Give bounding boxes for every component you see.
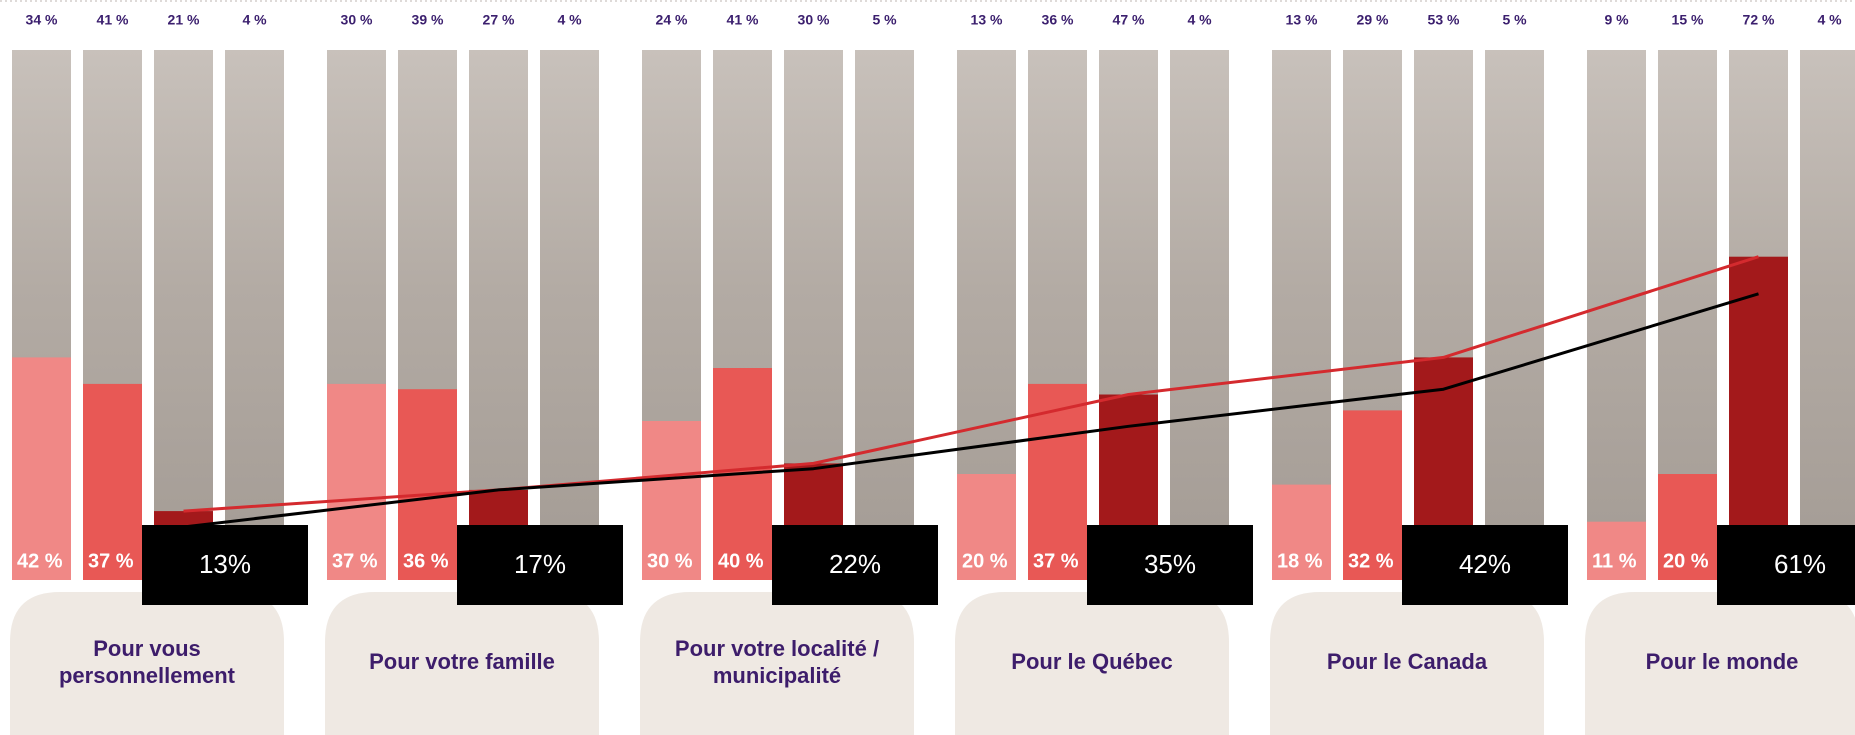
top-value-label: 29 % xyxy=(1357,12,1389,28)
category-box: Pour votre famille xyxy=(335,602,589,722)
category-box: Pour vous personnellement xyxy=(20,602,274,722)
top-value-label: 5 % xyxy=(872,12,897,28)
labels-layer: Pour vous personnellement 34 % 42 % 41 % 37 … xyxy=(17,12,1849,722)
value-label: 20 % xyxy=(1663,550,1709,572)
top-value-label: 13 % xyxy=(1286,12,1318,28)
top-value-label: 4 % xyxy=(557,12,582,28)
top-value-label: 72 % xyxy=(1743,12,1775,28)
category-label: Pour votre localité / municipalité xyxy=(650,602,904,722)
value-label: 36 % xyxy=(403,550,449,572)
top-value-label: 4 % xyxy=(242,12,267,28)
value-label: 37 % xyxy=(1033,550,1079,572)
category-box: Pour votre localité / municipalité xyxy=(650,602,904,722)
value-label: 37 % xyxy=(332,550,378,572)
top-value-label: 24 % xyxy=(656,12,688,28)
value-label: 40 % xyxy=(718,550,764,572)
value-label: 61% xyxy=(1774,549,1826,579)
top-value-label: 4 % xyxy=(1817,12,1842,28)
top-value-label: 27 % xyxy=(483,12,515,28)
background-bar xyxy=(154,50,213,580)
background-bar xyxy=(540,50,599,580)
value-label: 37 % xyxy=(88,550,134,572)
background-bar xyxy=(855,50,914,580)
category-box: Pour le Québec xyxy=(965,602,1219,722)
category-box: Pour le Canada xyxy=(1280,602,1534,722)
top-value-label: 53 % xyxy=(1428,12,1460,28)
top-value-label: 47 % xyxy=(1113,12,1145,28)
category-label: Pour vous personnellement xyxy=(20,602,274,722)
value-label: 32 % xyxy=(1348,550,1394,572)
top-value-label: 5 % xyxy=(1502,12,1527,28)
value-label: 35% xyxy=(1144,549,1196,579)
background-bar xyxy=(1485,50,1544,580)
page: {"chart_data": { "type": "bar", "categor… xyxy=(0,0,1855,735)
background-bar xyxy=(1800,50,1855,580)
top-value-label: 13 % xyxy=(971,12,1003,28)
top-value-label: 41 % xyxy=(97,12,129,28)
category-label: Pour le Canada xyxy=(1280,602,1534,722)
category-label: Pour le monde xyxy=(1595,602,1849,722)
top-value-label: 21 % xyxy=(168,12,200,28)
chart: 13%17%22%35%42%61%Pour vous personnellem… xyxy=(0,0,1855,735)
category-label: Pour votre famille xyxy=(335,602,589,722)
value-label: 22% xyxy=(829,549,881,579)
top-value-label: 9 % xyxy=(1604,12,1629,28)
background-bar xyxy=(225,50,284,580)
value-label: 18 % xyxy=(1277,550,1323,572)
category-box: Pour le monde xyxy=(1595,602,1849,722)
value-label: 20 % xyxy=(962,550,1008,572)
value-label: 17% xyxy=(514,549,566,579)
top-value-label: 30 % xyxy=(798,12,830,28)
top-value-label: 30 % xyxy=(341,12,373,28)
top-value-label: 39 % xyxy=(412,12,444,28)
bg-layer xyxy=(10,50,1855,735)
value-label: 42 % xyxy=(17,550,63,572)
top-value-label: 41 % xyxy=(727,12,759,28)
top-value-label: 4 % xyxy=(1187,12,1212,28)
top-value-label: 34 % xyxy=(26,12,58,28)
category-label: Pour le Québec xyxy=(965,602,1219,722)
value-label: 11 % xyxy=(1592,550,1637,572)
value-label: 13% xyxy=(199,549,251,579)
top-value-label: 15 % xyxy=(1672,12,1704,28)
value-label: 30 % xyxy=(647,550,693,572)
background-bar xyxy=(1170,50,1229,580)
top-value-label: 36 % xyxy=(1042,12,1074,28)
bar xyxy=(12,357,71,580)
background-bar xyxy=(1587,50,1646,580)
value-label: 42% xyxy=(1459,549,1511,579)
